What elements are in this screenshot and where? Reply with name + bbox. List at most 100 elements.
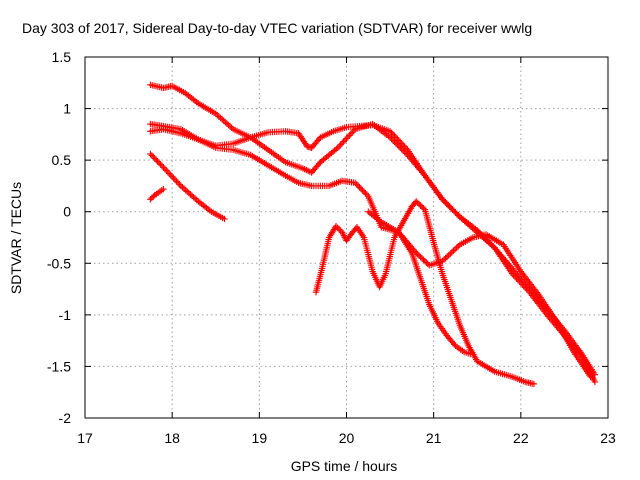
data-point — [184, 188, 191, 195]
series-track-b — [147, 120, 599, 378]
data-point — [226, 123, 234, 130]
data-points — [147, 81, 599, 388]
data-point — [391, 132, 398, 140]
data-point — [415, 200, 423, 208]
y-tick-label: 1 — [63, 101, 71, 117]
data-point — [336, 143, 343, 150]
data-point — [158, 162, 166, 170]
y-tick-label: 1.5 — [52, 49, 72, 65]
data-point — [389, 131, 397, 138]
data-point — [147, 196, 154, 203]
data-point — [448, 249, 456, 256]
data-point — [359, 187, 366, 194]
x-tick-label: 19 — [252, 430, 268, 446]
x-tick-label: 23 — [600, 430, 616, 446]
data-point — [443, 253, 451, 260]
data-point — [349, 129, 356, 136]
data-point — [180, 185, 188, 192]
data-point — [591, 378, 599, 386]
data-point — [338, 139, 346, 147]
data-point — [334, 224, 341, 231]
data-point — [389, 137, 397, 144]
data-point — [225, 121, 232, 129]
data-point — [420, 256, 427, 264]
data-point — [335, 226, 343, 233]
x-tick-label: 21 — [426, 430, 442, 446]
data-point — [332, 222, 340, 230]
data-point — [414, 199, 421, 206]
data-point — [174, 179, 182, 187]
data-point — [423, 259, 430, 266]
y-axis-ticks: -2 -1.5 -1 -0.5 0 0.5 1 1.5 — [47, 49, 608, 426]
data-point — [152, 156, 160, 164]
data-point — [177, 182, 185, 190]
data-point — [397, 138, 404, 146]
data-point — [315, 160, 323, 167]
y-tick-label: -2 — [59, 410, 72, 426]
data-point — [148, 152, 156, 159]
data-point — [417, 202, 424, 209]
x-tick-label: 17 — [77, 430, 93, 446]
data-point — [415, 252, 423, 259]
data-point — [353, 181, 360, 188]
data-point — [395, 137, 402, 144]
data-point — [222, 118, 229, 126]
data-point — [450, 207, 458, 215]
data-point — [392, 134, 400, 141]
data-point — [344, 133, 352, 141]
data-point — [455, 212, 462, 219]
data-point — [337, 141, 344, 148]
data-point — [218, 116, 226, 123]
data-point — [451, 246, 459, 253]
data-point — [155, 159, 163, 167]
data-point — [467, 350, 474, 358]
data-point — [223, 120, 231, 127]
data-point — [352, 179, 359, 187]
data-point — [346, 132, 353, 139]
data-point — [447, 204, 455, 212]
x-axis-label: GPS time / hours — [291, 458, 398, 474]
y-tick-label: -0.5 — [47, 255, 71, 271]
data-point — [413, 198, 420, 205]
x-axis-ticks: 17 18 19 20 21 22 23 — [77, 57, 616, 446]
data-point — [164, 168, 172, 176]
data-point — [357, 185, 365, 192]
data-point — [439, 196, 446, 203]
data-point — [451, 341, 458, 348]
data-point — [148, 194, 156, 202]
data-point — [171, 176, 179, 183]
data-point — [191, 195, 199, 202]
x-tick-label: 18 — [164, 430, 180, 446]
data-point — [350, 127, 357, 134]
data-point — [179, 184, 186, 191]
data-point — [185, 189, 193, 197]
data-point — [452, 209, 459, 216]
data-point — [160, 164, 167, 171]
y-tick-label: 0 — [63, 204, 71, 220]
data-point — [356, 184, 363, 191]
data-point — [443, 200, 450, 207]
data-point — [450, 247, 457, 254]
data-point — [417, 253, 424, 261]
data-point — [453, 210, 461, 218]
data-point — [449, 206, 456, 213]
chart-title: Day 303 of 2017, Sidereal Day-to-day VTE… — [22, 20, 532, 36]
data-point — [530, 380, 538, 388]
data-point — [360, 188, 368, 195]
data-point — [147, 150, 154, 158]
data-point — [340, 138, 347, 145]
data-point — [341, 136, 349, 144]
data-point — [418, 203, 426, 211]
data-point — [157, 161, 164, 168]
x-tick-label: 22 — [513, 430, 529, 446]
data-point — [173, 178, 180, 185]
data-point — [150, 153, 157, 161]
data-point — [221, 215, 228, 223]
data-point — [398, 140, 405, 147]
data-point — [392, 140, 400, 147]
data-point — [447, 250, 454, 257]
data-point — [386, 128, 394, 135]
series-track-f — [312, 198, 538, 388]
data-point — [401, 143, 408, 150]
